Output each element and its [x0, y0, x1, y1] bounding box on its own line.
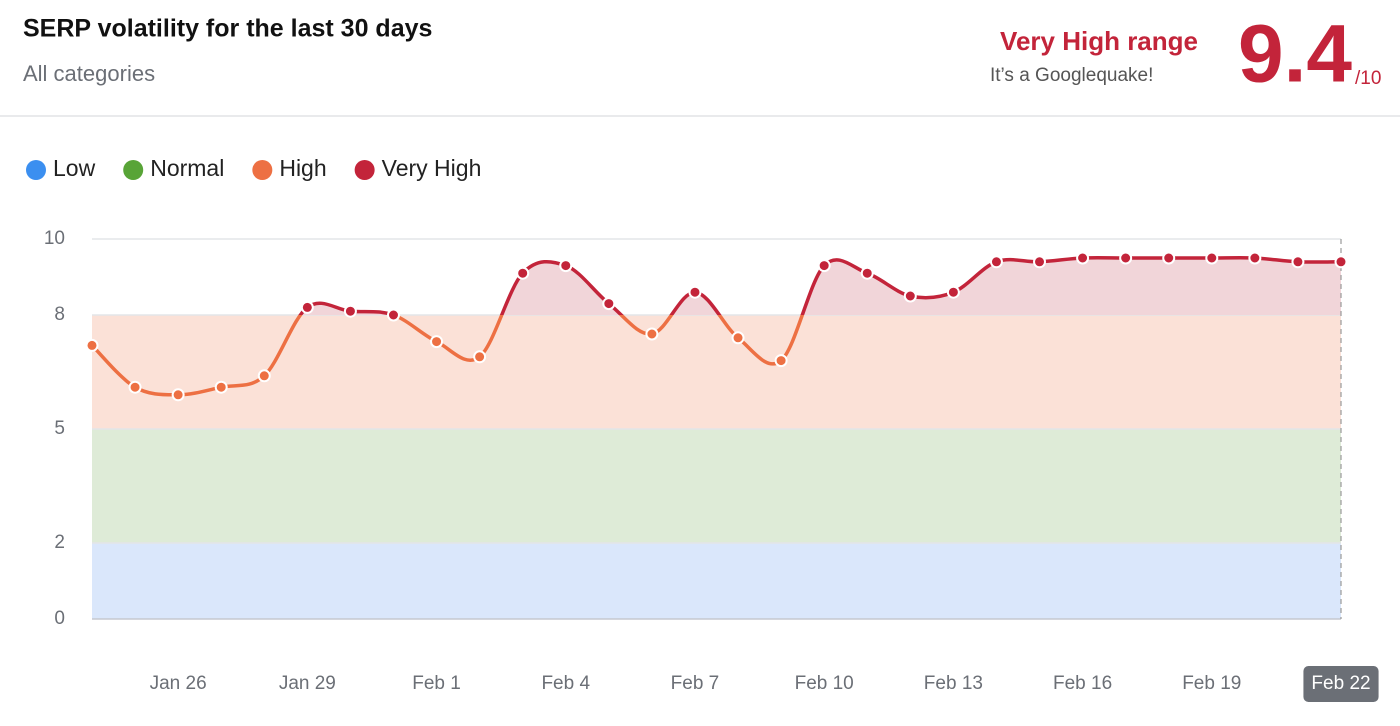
x-tick-label: Feb 13 [924, 673, 983, 694]
point [559, 259, 573, 273]
point [774, 354, 788, 368]
x-tick-label: Feb 4 [541, 673, 590, 694]
y-tick-label: 2 [54, 532, 65, 553]
legend-item[interactable]: High [252, 155, 327, 181]
legend-swatch [26, 160, 46, 180]
legend-label: Very High [382, 155, 482, 181]
point [1334, 255, 1348, 269]
point [1033, 255, 1047, 269]
point [128, 380, 142, 394]
title: SERP volatility for the last 30 days [23, 15, 432, 43]
legend-swatch [123, 160, 144, 180]
score-max: /10 [1355, 68, 1381, 89]
x-tick-label: Feb 19 [1182, 673, 1241, 694]
area [92, 257, 1341, 315]
point [214, 380, 228, 394]
y-tick-label: 5 [54, 418, 65, 439]
point [1248, 251, 1262, 265]
point [989, 255, 1003, 269]
legend-item[interactable]: Normal [123, 155, 224, 181]
score: 9.4 [1238, 9, 1352, 100]
point [731, 331, 745, 345]
point [903, 289, 917, 303]
legend-label: Low [53, 155, 96, 181]
legend-swatch [252, 160, 273, 180]
point [171, 388, 185, 402]
legend-item[interactable]: Very High [354, 155, 482, 181]
point [645, 327, 659, 341]
x-tick-badge [1303, 666, 1379, 702]
point [430, 335, 444, 349]
point [257, 369, 271, 383]
point [1205, 251, 1219, 265]
point [300, 300, 314, 314]
x-tick-label: Feb 1 [412, 673, 461, 694]
point [602, 297, 616, 311]
subtitle: All categories [23, 61, 155, 86]
y-tick-label: 0 [54, 608, 65, 629]
x-tick-label: Feb 16 [1053, 673, 1112, 694]
point [473, 350, 487, 364]
legend-label: High [279, 155, 326, 181]
range-label: Very High range [1000, 26, 1198, 56]
range-note: It’s a Googlequake! [990, 65, 1153, 86]
point [688, 285, 702, 299]
point [860, 266, 874, 280]
band [92, 315, 1341, 429]
x-tick-label: Feb 22 [1311, 673, 1370, 694]
point [1291, 255, 1305, 269]
x-tick-label: Jan 26 [150, 673, 207, 694]
point [85, 338, 99, 352]
y-tick-label: 8 [54, 304, 65, 325]
x-tick-label: Feb 7 [671, 673, 720, 694]
point [516, 266, 530, 280]
y-tick-label: 10 [44, 228, 65, 249]
point [1119, 251, 1133, 265]
band [92, 429, 1341, 543]
point [386, 308, 400, 322]
legend-item[interactable]: Low [26, 155, 96, 181]
x-tick-label: Jan 29 [279, 673, 336, 694]
point [946, 285, 960, 299]
point [1162, 251, 1176, 265]
point [1076, 251, 1090, 265]
point [817, 259, 831, 273]
band [92, 543, 1341, 619]
legend-swatch [354, 160, 375, 180]
legend-label: Normal [150, 155, 224, 181]
legend: Low Normal High Very High [26, 155, 481, 181]
point [343, 304, 357, 318]
x-tick-label: Feb 10 [795, 673, 854, 694]
